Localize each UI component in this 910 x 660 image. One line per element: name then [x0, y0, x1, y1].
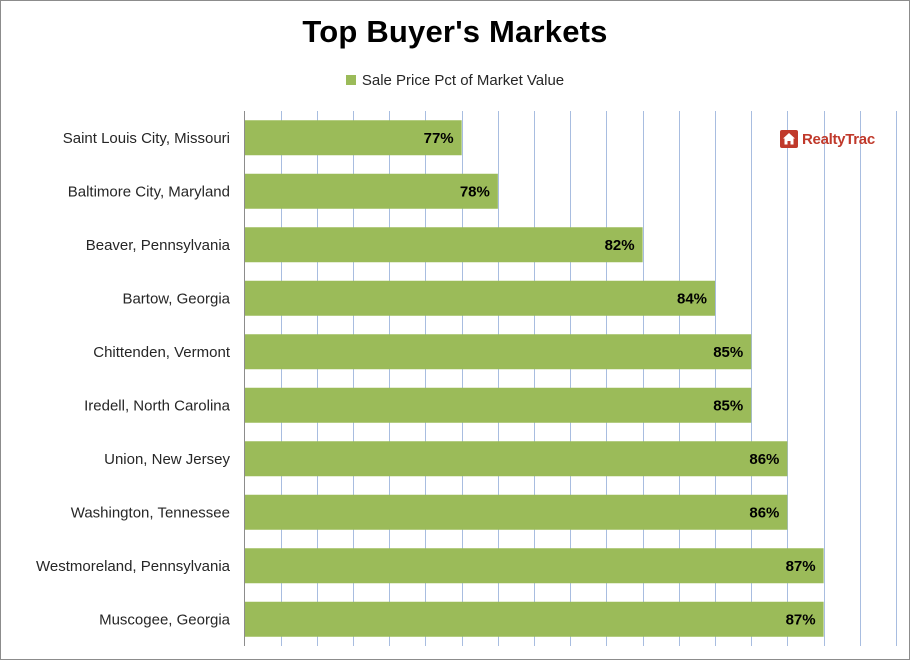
category-label: Baltimore City, Maryland — [68, 183, 230, 200]
data-label: 82% — [605, 237, 635, 254]
data-label: 86% — [749, 451, 779, 468]
category-label: Westmoreland, Pennsylvania — [36, 558, 231, 575]
category-labels: Saint Louis City, Missouri Baltimore City… — [36, 130, 231, 629]
category-label: Muscogee, Georgia — [99, 611, 231, 628]
bar — [245, 548, 824, 584]
bar — [245, 441, 788, 477]
category-label: Beaver, Pennsylvania — [86, 237, 231, 254]
data-label: 84% — [677, 290, 707, 307]
data-label: 85% — [713, 344, 743, 361]
category-label: Iredell, North Carolina — [84, 397, 231, 414]
data-label: 87% — [786, 558, 816, 575]
category-label: Bartow, Georgia — [122, 290, 230, 307]
bar — [245, 334, 752, 370]
value-labels: 77% 78% 82% 84% 85% 85% 86% 86% 87% 87% — [424, 130, 816, 629]
data-label: 77% — [424, 130, 454, 147]
legend-swatch — [345, 75, 356, 85]
data-label: 85% — [713, 397, 743, 414]
bars — [245, 120, 824, 637]
bar — [245, 280, 716, 316]
legend: Sale Price Pct of Market Value — [0, 72, 910, 89]
category-label: Saint Louis City, Missouri — [63, 130, 230, 147]
bar — [245, 120, 462, 156]
category-label: Chittenden, Vermont — [93, 344, 231, 361]
category-label: Washington, Tennessee — [71, 504, 230, 521]
data-label: 78% — [460, 183, 490, 200]
data-label: 86% — [749, 504, 779, 521]
bar — [245, 387, 752, 423]
chart-title: Top Buyer's Markets — [302, 14, 608, 49]
bar — [245, 227, 643, 263]
category-label: Union, New Jersey — [104, 451, 230, 468]
logo-text: RealtyTrac — [802, 130, 875, 148]
house-icon — [780, 130, 798, 148]
bar — [245, 494, 788, 530]
realtytrac-logo: RealtyTrac — [779, 128, 875, 150]
legend-label: Sale Price Pct of Market Value — [361, 72, 565, 89]
data-label: 87% — [786, 611, 816, 628]
bar — [245, 173, 498, 209]
bar — [245, 601, 824, 637]
